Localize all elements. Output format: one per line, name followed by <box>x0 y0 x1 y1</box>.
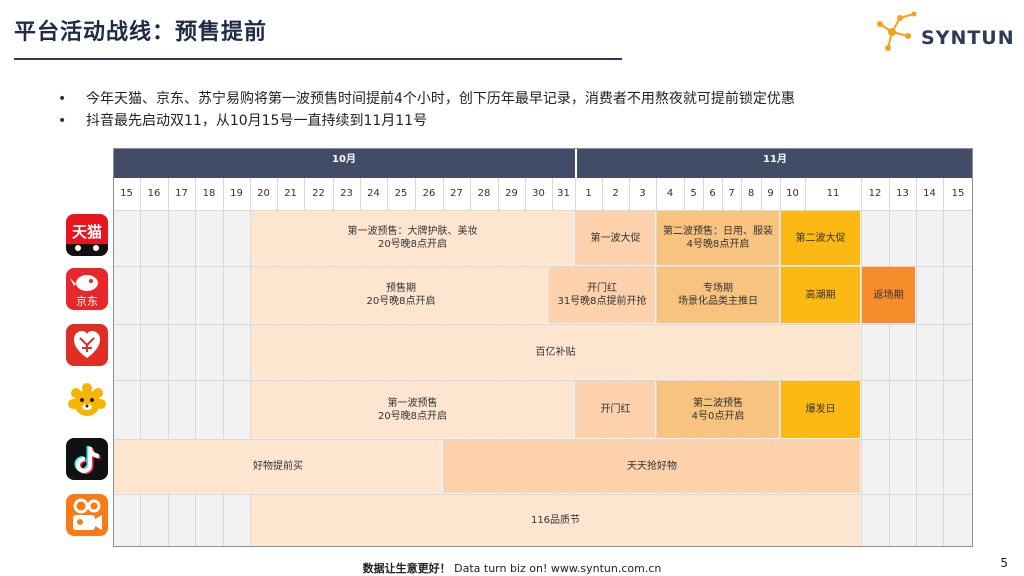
page-title: 平台活动战线：预售提前 <box>14 20 268 45</box>
footer-slogan-en: Data turn biz on! <box>454 562 548 575</box>
suning-icon <box>66 380 108 422</box>
day-label: 28 <box>477 188 491 199</box>
day-label: 15 <box>951 188 965 199</box>
jd-icon: 京东 <box>66 268 108 310</box>
day-label: 18 <box>202 188 216 199</box>
month-label-november: 11月 <box>763 154 787 165</box>
activity-bar: 百亿补贴 <box>251 325 860 379</box>
footer-url[interactable]: www.syntun.com.cn <box>550 562 662 575</box>
day-label: 7 <box>728 188 735 199</box>
jd-icon-text: 京东 <box>76 294 98 308</box>
activity-bar: 返场期 <box>862 267 915 323</box>
grid-column-line <box>861 178 862 547</box>
day-label: 29 <box>505 188 518 199</box>
day-label: 1 <box>585 188 592 199</box>
grid-column-line <box>195 178 196 547</box>
activity-bar: 好物提前买 <box>114 440 442 493</box>
day-label: 8 <box>747 188 755 199</box>
day-label: 31 <box>557 188 570 199</box>
activity-bar: 高潮期 <box>781 267 860 323</box>
day-label: 5 <box>690 188 697 199</box>
day-label: 6 <box>709 188 716 199</box>
grid-row-line <box>113 324 973 325</box>
activity-bar: 第二波预售 4号0点开启 <box>657 381 779 438</box>
footer-slogan: 数据让生意更好！ <box>362 562 451 575</box>
activity-bar: 第一波大促 <box>576 211 655 265</box>
timeline-border <box>113 148 973 547</box>
day-label: 11 <box>826 188 840 199</box>
activity-bar: 预售期 20号晚8点开启 <box>251 267 551 323</box>
day-label: 25 <box>394 188 408 199</box>
kuaishou-icon <box>66 494 108 536</box>
bullet-list: 今年天猫、京东、苏宁易购将第一波预售时间提前4个小时，创下历年最早记录，消费者不… <box>58 88 795 132</box>
activity-bar: 专场期 场景化品类主推日 <box>657 267 779 323</box>
activity-bar: 天天抢好物 <box>444 440 860 493</box>
activity-bar: 116品质节 <box>251 495 860 546</box>
grid-column-line <box>916 178 917 547</box>
day-label: 17 <box>175 188 188 199</box>
activity-bar: 开门红 31号晚8点提前开抢 <box>549 267 655 323</box>
pinduoduo-icon <box>66 324 108 366</box>
day-label: 12 <box>868 188 882 199</box>
day-label: 14 <box>923 188 936 199</box>
grid-row-line <box>113 494 973 495</box>
day-label: 10 <box>786 188 799 199</box>
grid-row-line <box>113 380 973 381</box>
day-label: 4 <box>666 188 674 199</box>
day-label: 15 <box>120 188 133 199</box>
activity-bar: 第一波预售 20号晚8点开启 <box>251 381 574 438</box>
day-label: 20 <box>257 188 270 199</box>
day-label: 24 <box>367 188 380 199</box>
activity-timeline: 10月 11月 15 16 17 18 19 20 21 22 23 24 25 26 27 28 29 30… <box>113 148 973 547</box>
day-label: 19 <box>230 188 243 199</box>
day-label: 26 <box>422 188 436 199</box>
logo-text: SYNTUN <box>921 27 1015 49</box>
bullet-item: 抖音最先启动双11，从10月15号一直持续到11月11号 <box>58 110 795 132</box>
tmall-icon-text: 天猫 <box>72 223 102 241</box>
day-label: 2 <box>612 188 619 199</box>
day-label: 3 <box>639 188 646 199</box>
grid-column-line <box>889 178 890 547</box>
day-label: 27 <box>450 188 463 199</box>
day-label: 16 <box>147 188 161 199</box>
day-label: 23 <box>340 188 353 199</box>
grid-row-line <box>113 266 973 267</box>
grid-column-line <box>168 178 169 547</box>
day-label: 21 <box>284 188 297 199</box>
grid-row-line <box>113 439 973 440</box>
title-underline <box>14 58 622 60</box>
day-label: 9 <box>767 188 774 199</box>
syntun-logo-icon <box>877 11 917 51</box>
bullet-item: 今年天猫、京东、苏宁易购将第一波预售时间提前4个小时，创下历年最早记录，消费者不… <box>58 88 795 110</box>
page-number: 5 <box>1000 556 1008 570</box>
activity-bar: 第二波大促 <box>781 211 860 265</box>
grid-column-line <box>943 178 944 547</box>
day-label: 30 <box>532 188 545 199</box>
activity-bar: 开门红 <box>576 381 655 438</box>
tmall-icon: 天猫 <box>66 214 108 256</box>
day-label: 22 <box>312 188 325 199</box>
footer: 数据让生意更好！ Data turn biz on! www.syntun.co… <box>0 560 1024 576</box>
grid-row-line <box>113 210 973 211</box>
month-header: 10月 11月 <box>113 148 973 178</box>
activity-bar: 第一波预售：大牌护肤、美妆 20号晚8点开启 <box>251 211 574 265</box>
grid-column-line <box>140 178 141 547</box>
day-label: 13 <box>896 188 909 199</box>
douyin-icon <box>66 438 108 480</box>
activity-bar: 第二波预售：日用、服装 4号晚8点开启 <box>657 211 779 265</box>
month-divider <box>575 148 577 178</box>
activity-bar: 爆发日 <box>781 381 860 438</box>
month-label-october: 10月 <box>332 154 356 165</box>
grid-column-line <box>223 178 224 547</box>
grid-column-line <box>250 178 251 547</box>
